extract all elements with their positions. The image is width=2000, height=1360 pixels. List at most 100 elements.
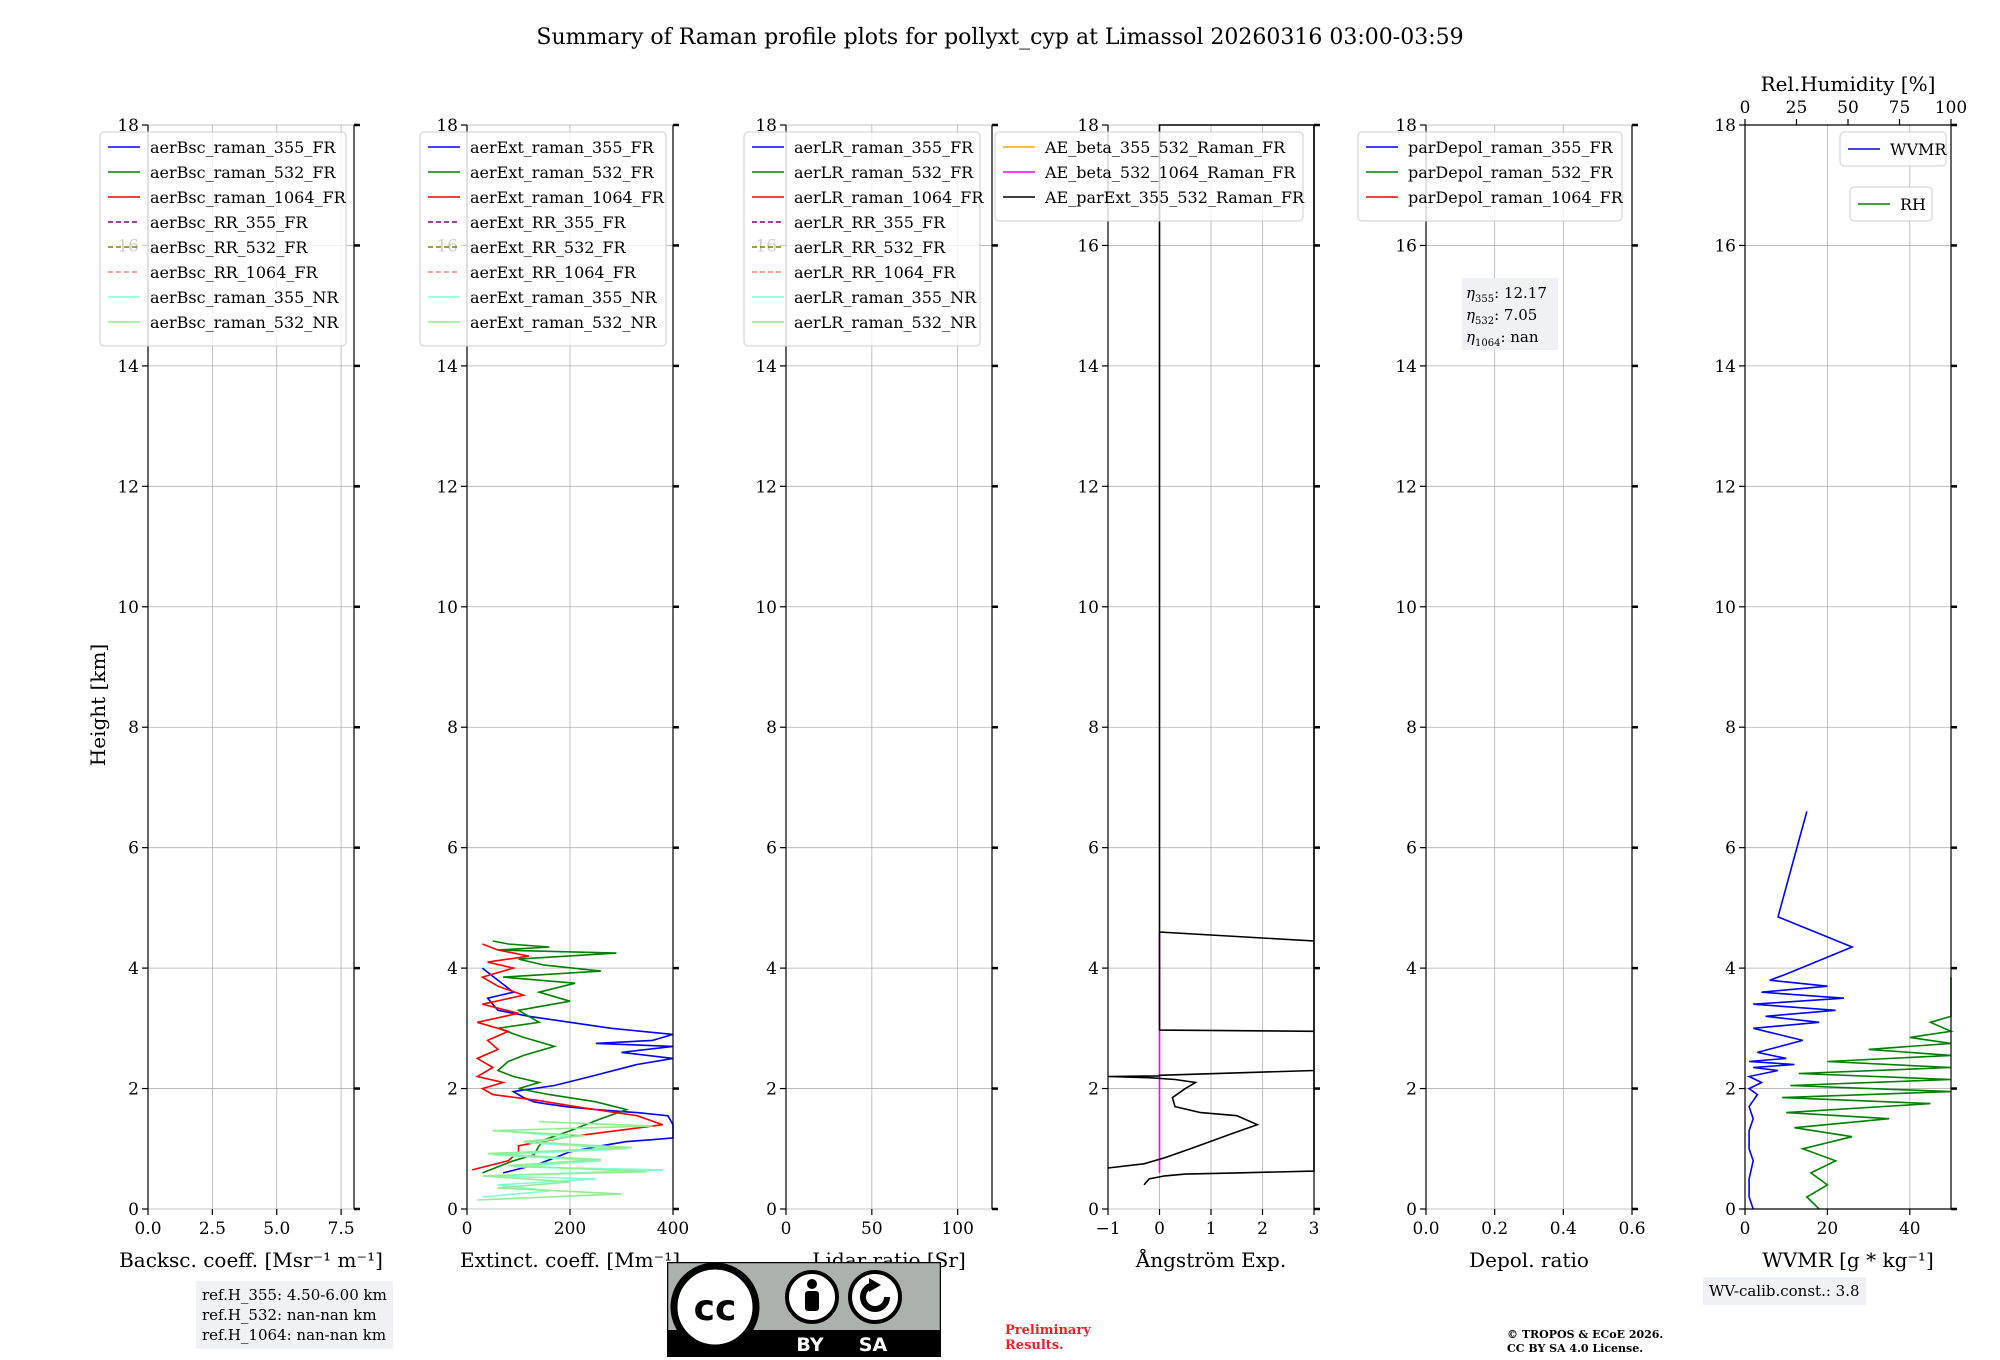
- x-tick-label: 20: [1817, 1219, 1839, 1239]
- top-x-tick-label: 25: [1786, 98, 1808, 118]
- cc-icon: [670, 1262, 760, 1352]
- x-tick-label: 0.4: [1550, 1219, 1577, 1239]
- y-tick-label: 18: [1077, 116, 1099, 136]
- x-axis-label: Extinct. coeff. [Mm⁻¹]: [460, 1248, 680, 1272]
- series-aerExt_raman_532_NR: [477, 1120, 653, 1201]
- y-tick-label: 2: [1725, 1080, 1736, 1100]
- y-tick-label: 16: [1714, 236, 1736, 256]
- y-tick-label: 8: [1088, 718, 1099, 738]
- x-axis-label: Depol. ratio: [1469, 1248, 1589, 1272]
- legend-entry: WVMR: [1890, 140, 1947, 159]
- reference-height-box: ref.H_355: 4.50-6.00 km ref.H_532: nan-n…: [196, 1281, 393, 1349]
- y-tick-label: 16: [1077, 236, 1099, 256]
- legend-box: [99, 131, 347, 347]
- top-x-tick-label: 100: [1935, 98, 1967, 118]
- y-tick-label: 0: [1725, 1200, 1736, 1220]
- x-tick-label: 0.2: [1481, 1219, 1508, 1239]
- series-WVMR: [1746, 811, 1855, 1210]
- y-tick-label: 0: [1088, 1200, 1099, 1220]
- y-tick-label: 6: [1725, 839, 1736, 859]
- x-tick-label: 200: [554, 1219, 586, 1239]
- eta-annotation: η532: 7.05: [1466, 306, 1537, 327]
- y-tick-label: 18: [117, 116, 139, 136]
- eta-annotation: η1064: nan: [1466, 328, 1539, 349]
- legend-box: [1357, 131, 1623, 222]
- eta-subscript: 532: [1475, 316, 1494, 327]
- copyright-line-1: © TROPOS & ECoE 2026.: [1507, 1328, 1664, 1341]
- x-tick-label: 0.0: [134, 1219, 161, 1239]
- legend-entry: RH: [1900, 195, 1926, 214]
- x-tick-label: 0: [1154, 1219, 1165, 1239]
- x-axis-label: Backsc. coeff. [Msr⁻¹ m⁻¹]: [119, 1248, 383, 1272]
- legend-entry: aerExt_raman_355_FR: [470, 138, 655, 157]
- y-tick-label: 2: [128, 1080, 139, 1100]
- x-tick-label: 0: [1740, 1219, 1751, 1239]
- y-tick-label: 2: [1088, 1080, 1099, 1100]
- y-tick-label: 10: [1395, 598, 1417, 618]
- legend-entry: aerLR_raman_532_NR: [794, 313, 977, 332]
- y-tick-label: 8: [1406, 718, 1417, 738]
- y-tick-label: 12: [755, 477, 777, 497]
- legend-entry: AE_parExt_355_532_Raman_FR: [1044, 188, 1305, 207]
- x-axis-label: Ångström Exp.: [1135, 1247, 1286, 1272]
- x-tick-label: 400: [657, 1219, 689, 1239]
- legend-entry: aerBsc_raman_532_FR: [150, 163, 336, 182]
- legend-entry: aerLR_raman_355_NR: [794, 288, 977, 307]
- y-tick-label: 12: [1395, 477, 1417, 497]
- y-tick-label: 10: [755, 598, 777, 618]
- eta-value: : 7.05: [1494, 306, 1537, 324]
- y-tick-label: 18: [755, 116, 777, 136]
- lr-panel: 024681012141618050100Lidar ratio [Sr]aer…: [743, 116, 998, 1272]
- legend-entry: aerBsc_RR_1064_FR: [150, 263, 319, 282]
- by-person-body: [805, 1291, 819, 1311]
- badge-by-label: BY: [796, 1334, 823, 1356]
- x-tick-label: 0: [462, 1219, 473, 1239]
- y-tick-label: 4: [1406, 959, 1417, 979]
- depol-panel: 0 2 4 6 8 10 12 14 16 18 0.0 0.2 0.4 0.6 Depol. ratio p…: [1357, 116, 1646, 1272]
- y-tick-label: 14: [755, 357, 777, 377]
- ref-h-532: ref.H_532: nan-nan km: [202, 1306, 377, 1324]
- eta-value: : 12.17: [1494, 284, 1547, 302]
- cc-by-sa-license-badge: cc BY SA: [667, 1262, 941, 1357]
- y-tick-label: 14: [1395, 357, 1417, 377]
- legend-entry: aerExt_raman_1064_FR: [470, 188, 665, 207]
- y-tick-label: 10: [1077, 598, 1099, 618]
- top-x-tick-label: 75: [1889, 98, 1911, 118]
- x-tick-label: 0: [781, 1219, 792, 1239]
- figure-title: Summary of Raman profile plots for polly…: [536, 25, 1463, 50]
- eta-value: : nan: [1500, 328, 1538, 346]
- y-tick-label: 2: [766, 1080, 777, 1100]
- y-tick-label: 0: [447, 1200, 458, 1220]
- x-tick-label: 3: [1309, 1219, 1320, 1239]
- x-tick-label: 0.0: [1412, 1219, 1439, 1239]
- ref-h-1064: ref.H_1064: nan-nan km: [202, 1326, 387, 1344]
- y-tick-label: 8: [128, 718, 139, 738]
- by-person-head: [807, 1279, 817, 1289]
- y-tick-label: 16: [1395, 236, 1417, 256]
- legend-entry: aerExt_raman_532_NR: [470, 313, 658, 332]
- x-tick-label: 5.0: [263, 1219, 290, 1239]
- x-tick-label: 40: [1899, 1219, 1921, 1239]
- y-tick-label: 18: [1395, 116, 1417, 136]
- x-tick-label: 2.5: [199, 1219, 226, 1239]
- legend-entry: aerLR_raman_532_FR: [794, 163, 974, 182]
- legend-entry: AE_beta_355_532_Raman_FR: [1044, 138, 1286, 157]
- eta-annotation: η355: 12.17: [1466, 284, 1547, 305]
- legend-entry: parDepol_raman_355_FR: [1408, 138, 1614, 157]
- legend-entry: aerBsc_raman_1064_FR: [150, 188, 347, 207]
- legend-entry: aerBsc_RR_532_FR: [150, 238, 308, 257]
- wv-calibration-text: WV-calib.const.: 3.8: [1709, 1282, 1860, 1300]
- y-tick-label: 4: [766, 959, 777, 979]
- y-tick-label: 8: [447, 718, 458, 738]
- sa-arrow: [869, 1278, 881, 1292]
- legend-entry: aerExt_RR_532_FR: [470, 238, 627, 257]
- y-tick-label: 14: [1714, 357, 1736, 377]
- y-tick-label: 4: [1725, 959, 1736, 979]
- y-tick-label: 8: [766, 718, 777, 738]
- preliminary-line-2: Results.: [1005, 1338, 1064, 1353]
- y-tick-label: 2: [1406, 1080, 1417, 1100]
- y-tick-label: 6: [1088, 839, 1099, 859]
- series-aerExt_raman_532_FR: [482, 940, 630, 1174]
- series-aerExt_raman_355_FR: [481, 967, 674, 1174]
- x-tick-label: 1: [1206, 1219, 1217, 1239]
